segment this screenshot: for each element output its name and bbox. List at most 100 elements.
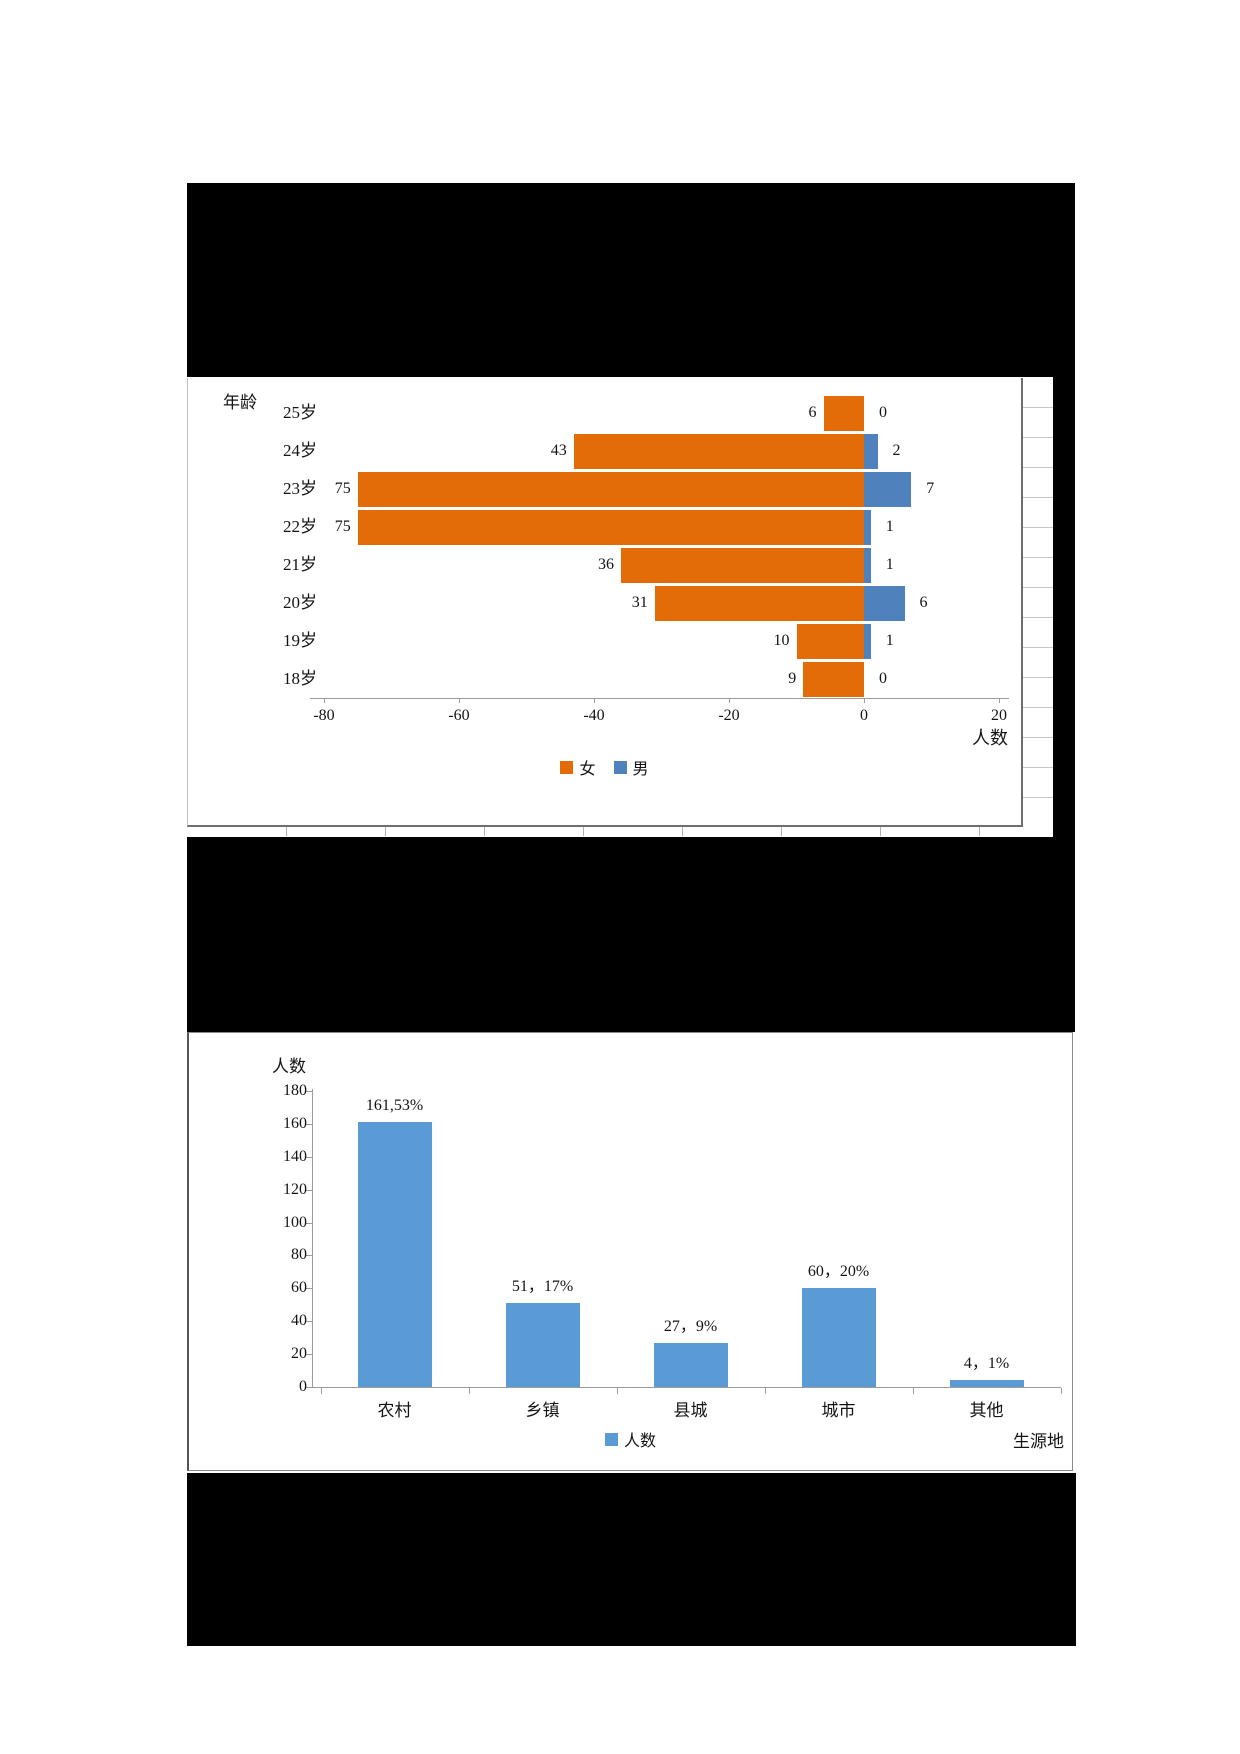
y-tick-mark — [306, 1123, 312, 1125]
column-border-tick — [781, 827, 782, 836]
bar — [949, 1380, 1024, 1387]
legend-item: 女 — [560, 755, 596, 779]
value-label: 60，20% — [807, 1263, 870, 1281]
y-tick-mark — [306, 1189, 312, 1191]
column-border-tick — [385, 827, 386, 836]
y-tick-label: 20 — [291, 1345, 307, 1363]
column-border-tick — [286, 827, 287, 836]
category-label: 其他 — [969, 1401, 1004, 1420]
redacted-text-block-top — [187, 183, 1075, 377]
x-tick-mark — [594, 698, 595, 703]
x-axis-line — [312, 1387, 1061, 1388]
y-tick-label: 0 — [299, 1378, 307, 1395]
chart-age-gender-pyramid: 年龄 25岁 6 0 24岁 43 2 23岁 75 7 22岁 75 1 21岁 36 1 20岁 31 6 19… — [187, 378, 1023, 827]
y-tick-mark — [306, 1156, 312, 1158]
category-label: 25岁 — [283, 403, 317, 422]
bar-male — [864, 433, 878, 469]
category-label: 21岁 — [283, 555, 317, 574]
value-axis-title: 人数 — [272, 1057, 306, 1076]
y-tick-label: 140 — [283, 1147, 307, 1165]
category-label: 24岁 — [283, 441, 317, 460]
x-tick-mark — [616, 1388, 618, 1394]
x-tick-label: 20 — [991, 707, 1007, 724]
category-label: 20岁 — [283, 593, 317, 612]
value-axis-title: 人数 — [972, 728, 1008, 748]
male-value-label: 6 — [919, 594, 928, 611]
category-label: 城市 — [821, 1401, 856, 1420]
male-value-label: 0 — [879, 670, 887, 687]
category-label: 农村 — [377, 1401, 412, 1420]
category-label: 18岁 — [283, 669, 317, 688]
male-value-label: 7 — [926, 480, 935, 497]
spreadsheet-cells-strip — [1023, 378, 1053, 827]
bar-female — [357, 509, 864, 545]
male-value-label: 1 — [885, 556, 894, 573]
y-tick-mark — [306, 1222, 312, 1224]
x-tick-label: -80 — [313, 707, 335, 724]
male-value-label: 1 — [885, 518, 894, 535]
legend-label: 人数 — [623, 1433, 656, 1450]
x-axis-line — [310, 698, 1009, 699]
bar — [357, 1122, 432, 1387]
bar-female — [357, 471, 864, 507]
y-tick-label: 160 — [283, 1114, 307, 1132]
female-value-label: 75 — [334, 480, 351, 497]
x-tick-mark — [324, 698, 325, 703]
legend: 女男 — [188, 755, 1021, 779]
bar-male — [864, 623, 871, 659]
y-axis-line — [312, 1089, 313, 1388]
legend-swatch — [613, 760, 627, 774]
female-value-label: 36 — [598, 556, 614, 573]
spreadsheet-column-ticks — [187, 827, 1053, 837]
value-label: 4，1% — [963, 1355, 1010, 1373]
female-value-label: 31 — [631, 594, 648, 611]
legend-swatch — [560, 760, 574, 774]
x-tick-mark — [864, 698, 865, 703]
bar-male — [864, 585, 905, 621]
y-tick-label: 120 — [283, 1180, 307, 1198]
bar-female — [654, 585, 864, 621]
female-value-label: 43 — [550, 442, 567, 459]
column-border-tick — [979, 827, 980, 836]
bar-female — [621, 547, 864, 583]
male-value-label: 0 — [879, 404, 887, 421]
x-tick-mark — [459, 698, 460, 703]
chart-student-origin-bar: 人数 180 160 140 120 100 80 60 40 20 0 161,53% 农村 51，1… — [187, 1032, 1073, 1471]
redacted-side-strip — [1053, 377, 1075, 837]
legend-item: 人数 — [604, 1427, 656, 1451]
bar-female — [823, 395, 864, 431]
legend-item: 男 — [613, 755, 649, 779]
x-tick-label: -60 — [448, 707, 470, 724]
bar — [505, 1303, 580, 1387]
redacted-text-block-middle — [187, 837, 1075, 1032]
bar-female — [573, 433, 864, 469]
value-label: 161,53% — [365, 1097, 424, 1115]
y-tick-label: 60 — [291, 1279, 307, 1297]
column-border-tick — [484, 827, 485, 836]
column-border-tick — [583, 827, 584, 836]
y-tick-label: 180 — [283, 1082, 307, 1099]
male-value-label: 1 — [885, 632, 894, 649]
x-tick-label: -40 — [583, 707, 605, 724]
x-tick-label: 0 — [860, 707, 868, 724]
category-label: 乡镇 — [525, 1401, 560, 1420]
column-border-tick — [880, 827, 881, 836]
x-tick-mark — [468, 1388, 470, 1394]
x-tick-mark — [729, 698, 730, 703]
bar-male — [864, 509, 871, 545]
bar — [801, 1288, 876, 1387]
y-tick-label: 40 — [291, 1312, 307, 1330]
x-tick-mark — [999, 698, 1000, 703]
x-tick-mark — [912, 1388, 914, 1394]
y-tick-label: 80 — [291, 1246, 307, 1264]
x-tick-mark — [764, 1388, 766, 1394]
y-tick-mark — [306, 1321, 312, 1323]
category-label: 19岁 — [283, 631, 317, 650]
column-border-tick — [682, 827, 683, 836]
bar-male — [864, 471, 912, 507]
female-value-label: 9 — [788, 670, 797, 687]
y-tick-mark — [306, 1354, 312, 1356]
bar — [653, 1342, 728, 1387]
y-tick-mark — [306, 1091, 312, 1092]
redacted-text-block-bottom — [187, 1473, 1076, 1646]
